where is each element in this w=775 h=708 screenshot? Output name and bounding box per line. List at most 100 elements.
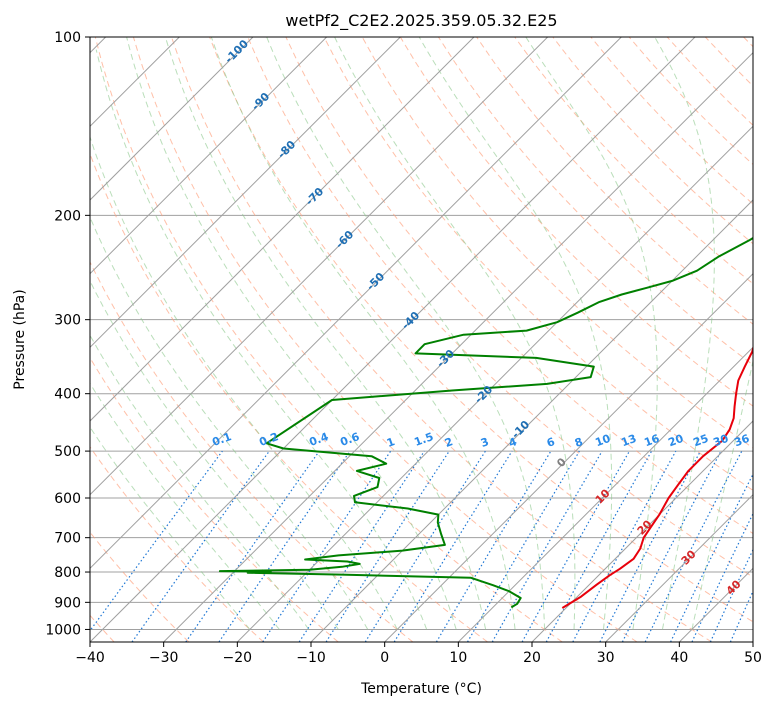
plot-frame <box>89 36 754 643</box>
moist-adiabat-line <box>126 37 457 630</box>
mixing-ratio-line <box>545 450 653 642</box>
mixing-ratio-label: 36 <box>732 432 751 450</box>
isotherm-line <box>531 420 753 642</box>
isotherm-line <box>384 272 753 642</box>
y-tick-label: 500 <box>54 444 81 460</box>
dry-adiabat-line <box>476 37 753 325</box>
isotherm-line <box>457 346 753 642</box>
mixing-ratio-label: 1 <box>385 435 397 450</box>
dry-adiabat-line <box>171 37 712 642</box>
dry-adiabat-line <box>90 356 339 642</box>
moist-adiabat-line <box>95 49 428 630</box>
y-axis-ticks: 100 200 300 400 500 600 700 800 900 1000 <box>45 30 90 638</box>
isotherm-line <box>90 37 696 642</box>
isotherm-line <box>90 37 401 349</box>
x-tick-label: 10 <box>449 650 467 666</box>
moist-adiabat-line <box>90 382 280 630</box>
moist-adiabat-line <box>90 135 398 630</box>
isotherm-line <box>605 493 753 642</box>
mixing-ratio-line <box>572 450 677 642</box>
mixing-ratio-line <box>131 450 270 642</box>
dry-adiabat-line <box>94 37 563 642</box>
mixing-ratio-label: 20 <box>666 432 685 450</box>
mixing-ratio-label: 3 <box>479 435 491 450</box>
x-tick-label: 0 <box>380 650 389 666</box>
x-tick-label: 40 <box>670 650 688 666</box>
moist-adiabat-line <box>90 334 310 630</box>
isotherm-line <box>90 37 475 422</box>
mixing-ratio-label: 1.5 <box>412 430 435 449</box>
mixing-ratio-line <box>325 450 450 642</box>
isotherm-line <box>310 199 753 642</box>
moist-adiabat-line <box>418 37 613 630</box>
y-tick-label: 300 <box>54 313 81 329</box>
moist-adiabat-line <box>210 37 516 630</box>
mixing-ratio-label: 16 <box>642 432 661 450</box>
mixing-ratio-line <box>262 450 392 642</box>
chart-title: wetPf2_C2E2.2025.359.05.32.E25 <box>285 11 557 31</box>
y-tick-label: 400 <box>54 387 81 403</box>
mixing-ratio-label: 13 <box>619 432 638 449</box>
x-tick-label: −40 <box>75 650 105 666</box>
dry-adiabat-line <box>90 260 414 642</box>
dry-adiabat-line <box>323 37 753 491</box>
mixing-ratio-label: 0.6 <box>338 430 361 449</box>
isotherm-line <box>90 37 622 570</box>
mixing-ratio-line <box>393 450 513 642</box>
temperature-profile-line <box>561 345 753 609</box>
mixing-ratio-line <box>644 450 743 642</box>
dry-adiabat-line <box>285 37 753 535</box>
x-tick-label: 50 <box>744 650 762 666</box>
isotherms <box>90 37 753 642</box>
dry-adiabat-line <box>514 37 753 285</box>
isotherm-line <box>90 37 549 496</box>
y-tick-label: 1000 <box>45 622 81 638</box>
mixing-ratio-label: 8 <box>573 435 585 450</box>
y-axis-label: Pressure (hPa) <box>12 289 28 389</box>
dry-adiabat-line <box>247 37 753 578</box>
mixing-ratio-label: 0.2 <box>257 430 280 449</box>
mixing-ratio-label: 30 <box>711 432 730 450</box>
mixing-ratio-label: 10 <box>593 432 612 450</box>
x-tick-label: −30 <box>149 650 179 666</box>
moist-adiabat-line <box>90 215 369 630</box>
sounding-series <box>218 236 753 609</box>
mixing-ratio-lines <box>90 450 753 642</box>
y-tick-label: 800 <box>54 565 81 581</box>
dry-adiabat-line <box>209 37 753 623</box>
isotherm-line <box>236 125 753 642</box>
mixing-ratio-label: 0.1 <box>210 430 233 449</box>
mixing-ratio-label: 6 <box>545 435 557 450</box>
pressure-gridlines <box>90 37 753 630</box>
plot-area: -100-90-80-70-60-50-40-30-20-1000.1 0.2 0.… <box>90 37 753 642</box>
dewpoint-profile-line <box>218 236 753 609</box>
moist-adiabat-line <box>654 37 715 630</box>
moist-adiabat-line <box>691 358 753 630</box>
y-tick-label: 900 <box>54 595 81 611</box>
mixing-ratio-line <box>298 450 425 642</box>
x-tick-label: 30 <box>597 650 615 666</box>
x-tick-label: −20 <box>223 650 253 666</box>
moist-adiabat-line <box>164 37 487 630</box>
isotherm-line <box>163 51 753 642</box>
mixing-ratio-line <box>90 450 223 632</box>
dry-adiabats <box>90 37 753 642</box>
x-axis-label: Temperature (°C) <box>360 681 482 697</box>
y-tick-label: 200 <box>54 208 81 224</box>
dry-adiabat-line <box>90 446 264 642</box>
mixing-ratio-line <box>218 450 351 642</box>
mixing-ratio-line <box>670 472 753 642</box>
mixing-ratio-label: 25 <box>691 432 710 449</box>
moist-adiabat-line <box>90 279 339 630</box>
y-tick-label: 600 <box>54 491 81 507</box>
mixing-ratio-label: 2 <box>443 435 455 450</box>
moist-adiabat-line <box>525 37 658 630</box>
y-tick-label: 100 <box>54 30 81 46</box>
moist-adiabat-line <box>266 37 546 630</box>
mixing-ratio-label: 0.4 <box>307 430 330 449</box>
x-tick-label: −10 <box>296 650 326 666</box>
x-tick-label: 20 <box>523 650 541 666</box>
isotherm-line <box>90 37 254 201</box>
